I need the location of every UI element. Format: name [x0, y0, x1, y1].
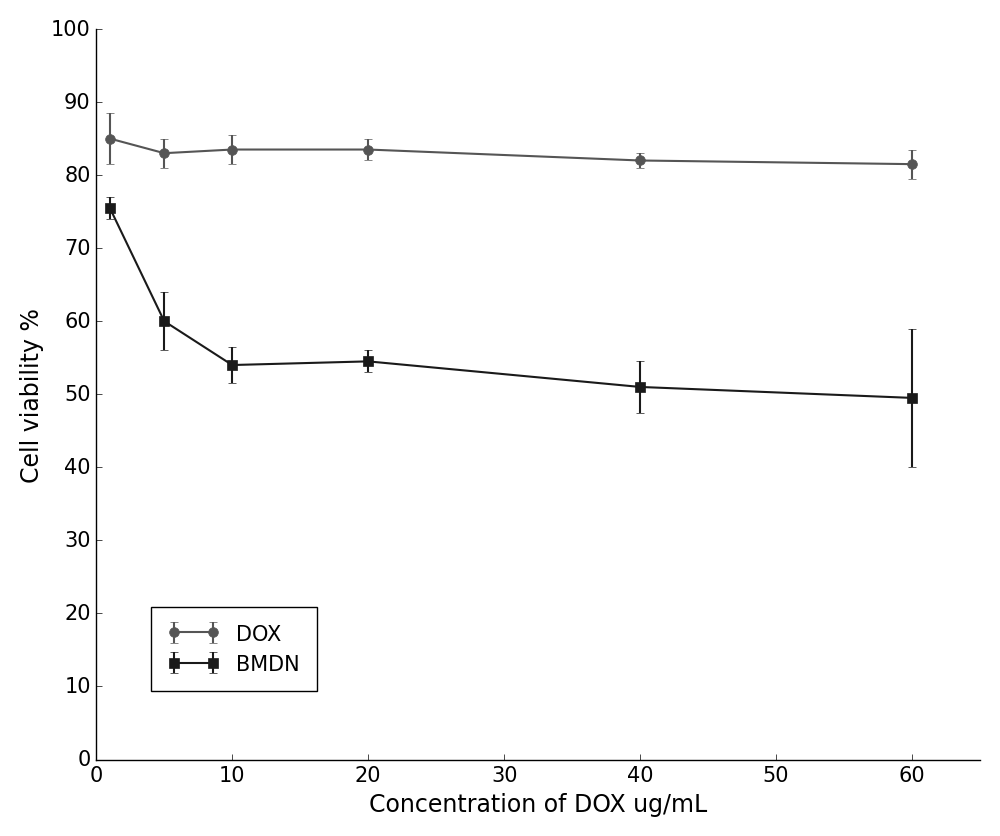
- X-axis label: Concentration of DOX ug/mL: Concentration of DOX ug/mL: [369, 792, 707, 816]
- Legend: DOX, BMDN: DOX, BMDN: [151, 607, 317, 691]
- Y-axis label: Cell viability %: Cell viability %: [20, 308, 44, 482]
